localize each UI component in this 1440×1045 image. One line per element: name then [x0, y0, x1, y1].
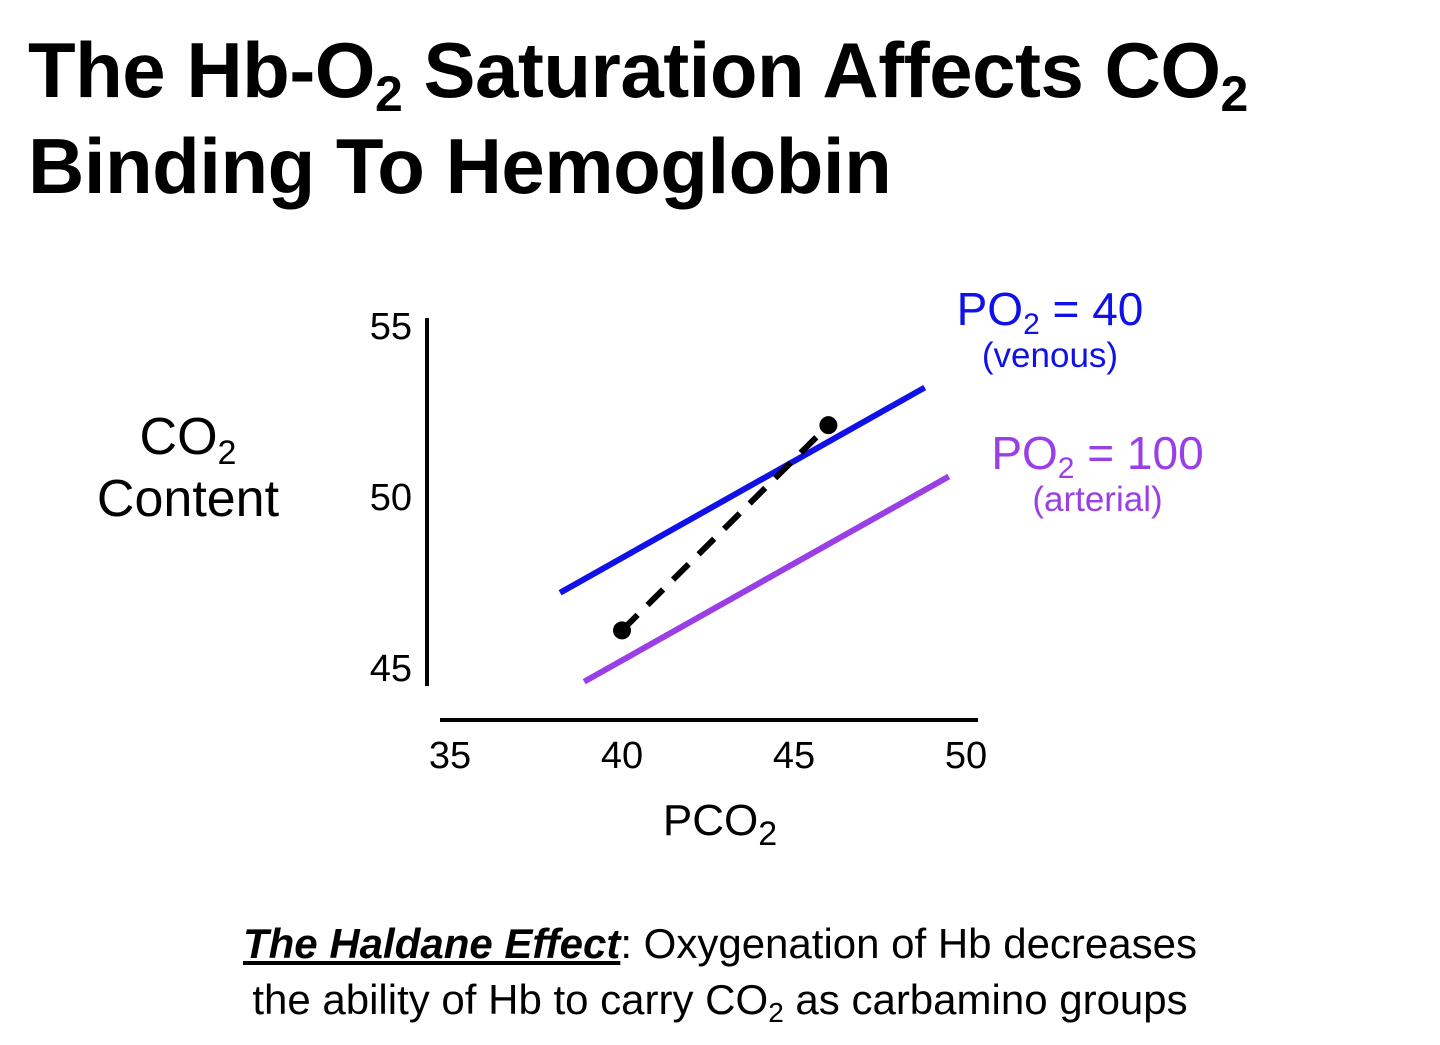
y-axis-label-text: Content	[96, 470, 280, 528]
y-axis-label-subscript: 2	[217, 434, 237, 472]
title-subscript: 2	[1220, 66, 1249, 122]
arterial-line	[582, 473, 951, 685]
x-axis-label: PCO2	[620, 796, 820, 851]
page-title: The Hb-O2 Saturation Affects CO2 Binding…	[28, 22, 1428, 214]
caption-text: : Oxygenation of Hb decreases	[620, 920, 1197, 967]
y-tick-label: 50	[370, 477, 412, 519]
legend-text: = 40	[1039, 283, 1144, 335]
legend-note: (arterial)	[1032, 480, 1163, 519]
title-subscript: 2	[374, 66, 403, 122]
legend-note: (venous)	[981, 336, 1119, 375]
title-line-2: Binding To Hemoglobin	[28, 122, 892, 210]
x-tick-label: 35	[429, 735, 471, 777]
caption-text: as carbamino groups	[783, 976, 1188, 1023]
caption-subscript: 2	[768, 997, 784, 1028]
title-line-1: The Hb-O2 Saturation Affects CO2	[28, 22, 1428, 119]
y-axis-label: CO2 Content	[70, 406, 306, 530]
haldane-caption: The Haldane Effect: Oxygenation of Hb de…	[100, 916, 1340, 1028]
x-tick-label: 40	[601, 735, 643, 777]
data-point	[819, 416, 838, 435]
title-text: Saturation Affects CO	[402, 26, 1221, 114]
legend-text: = 100	[1074, 427, 1204, 479]
title-text: The Hb-O	[28, 26, 375, 114]
legend-subscript: 2	[1057, 452, 1075, 485]
y-axis-label-text: CO	[139, 408, 218, 466]
haldane-term: The Haldane Effect	[243, 920, 621, 967]
x-tick-label: 50	[945, 735, 987, 777]
venous-line	[558, 384, 927, 596]
y-tick-label: 55	[370, 306, 412, 348]
legend-arterial: PO2 = 100 (arterial)	[975, 426, 1220, 520]
data-point	[613, 621, 631, 640]
legend-text: PO	[991, 427, 1058, 479]
caption-text: the ability of Hb to carry CO	[252, 976, 769, 1023]
legend-subscript: 2	[1023, 308, 1040, 341]
x-tick-label: 45	[773, 735, 815, 777]
haldane-shift-line	[619, 423, 831, 633]
legend-text: PO	[956, 283, 1024, 335]
legend-venous: PO2 = 40 (venous)	[940, 282, 1160, 376]
y-tick-label: 45	[370, 648, 412, 690]
x-axis-label-text: PCO	[662, 796, 759, 845]
x-axis-label-subscript: 2	[758, 815, 778, 853]
